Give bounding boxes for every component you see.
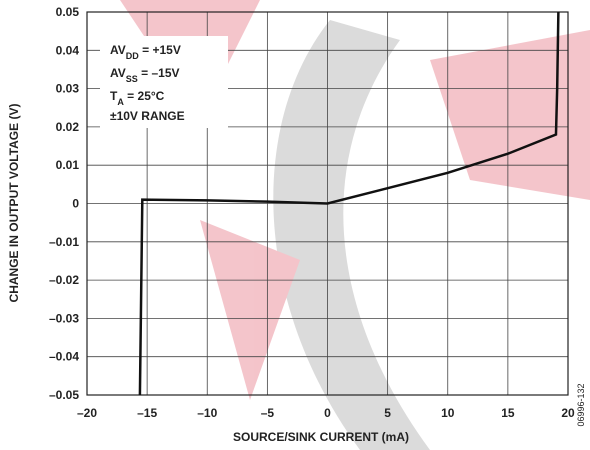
annotation-text: ±10V RANGE [110, 109, 185, 123]
y-tick-label: 0.02 [56, 120, 80, 134]
annotation-subscript: DD [126, 51, 139, 61]
x-tick-label: –10 [197, 406, 217, 420]
y-tick-label: –0.02 [49, 273, 79, 287]
annotation-text: = +15V [139, 43, 181, 57]
annotation-subscript: SS [126, 74, 138, 84]
x-tick-label: 10 [441, 406, 455, 420]
annotation-box [100, 36, 228, 128]
annotation-text: = 25°C [124, 89, 165, 103]
x-tick-label: –20 [77, 406, 97, 420]
y-tick-label: 0.04 [56, 43, 80, 57]
y-tick-label: –0.04 [49, 350, 79, 364]
data-line [138, 11, 560, 396]
annotation: ±10V RANGE [110, 109, 185, 123]
plot-frame [86, 11, 569, 396]
y-tick-label: 0.03 [56, 82, 80, 96]
y-tick-label: –0.01 [49, 235, 79, 249]
x-tick-label: 0 [324, 406, 331, 420]
y-axis-label: CHANGE IN OUTPUT VOLTAGE (V) [7, 104, 21, 303]
annotation: TA = 25°C [110, 89, 165, 107]
y-tick-label: –0.03 [49, 311, 79, 325]
annotation-text: = –15V [138, 66, 180, 80]
x-axis-label: SOURCE/SINK CURRENT (mA) [233, 430, 409, 444]
annotation-subscript: A [117, 97, 124, 107]
y-tick-label: 0.01 [56, 158, 80, 172]
annotation-text: AV [110, 43, 126, 57]
y-tick-label: –0.05 [49, 388, 79, 402]
y-tick-label: 0.05 [56, 5, 80, 19]
annotation: AVDD = +15V [110, 43, 181, 61]
x-tick-label: –15 [137, 406, 157, 420]
annotation-text: T [110, 89, 118, 103]
annotation: AVSS = –15V [110, 66, 180, 84]
watermark [120, 0, 590, 450]
x-tick-label: 20 [561, 406, 575, 420]
x-tick-label: 15 [501, 406, 515, 420]
figure-id: 06996-132 [576, 383, 586, 426]
y-tick-label: 0 [72, 197, 79, 211]
x-tick-label: 5 [384, 406, 391, 420]
x-tick-label: –5 [261, 406, 275, 420]
annotation-text: AV [110, 66, 126, 80]
